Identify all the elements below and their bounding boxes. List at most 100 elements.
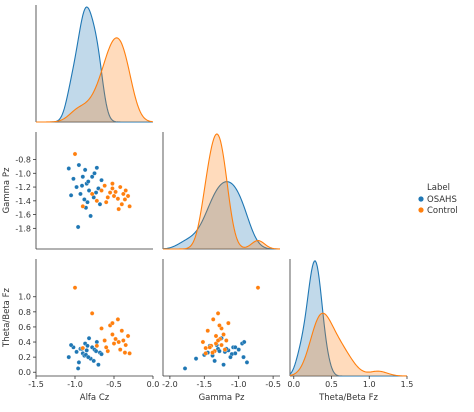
scatter-point-osahs: [193, 356, 199, 361]
x-axis-label: Theta/Beta Fz: [318, 393, 378, 403]
scatter-point-control: [219, 342, 224, 348]
scatter-point-osahs: [84, 348, 89, 353]
y-tick-label: 0.0: [18, 368, 31, 377]
scatter-point-osahs: [241, 339, 247, 345]
scatter-point-osahs: [85, 199, 90, 205]
scatter-point-osahs: [86, 336, 92, 341]
x-tick-label: 0.5: [325, 380, 338, 389]
x-tick-label: -0.5: [106, 380, 122, 389]
kde-fill-osahs: [163, 181, 280, 249]
y-axis-label: Theta/Beta Fz: [2, 288, 12, 348]
scatter-point-control: [113, 336, 118, 342]
kde-line-osahs: [289, 260, 407, 377]
kde-fill-osahs: [36, 7, 153, 122]
scatter-point-osahs: [94, 165, 100, 171]
scatter-point-control: [94, 198, 100, 204]
scatter-point-control: [94, 343, 100, 349]
scatter-point-control: [205, 328, 210, 333]
y-tick-label: 0.8: [18, 308, 31, 317]
scatter-point-osahs: [93, 190, 99, 195]
scatter-point-osahs: [228, 354, 233, 360]
scatter-point-control: [127, 204, 132, 209]
legend-marker-control: [418, 207, 424, 213]
scatter-point-osahs: [236, 347, 241, 352]
scatter-point-osahs: [82, 167, 88, 173]
scatter-point-osahs: [99, 177, 104, 183]
scatter-point-osahs: [96, 362, 101, 367]
scatter-point-control: [110, 186, 115, 191]
scatter-point-control: [72, 285, 78, 290]
scatter-point-osahs: [233, 345, 238, 350]
scatter-point-control: [80, 204, 86, 209]
y-axis-label: Gamma Pz: [2, 167, 12, 213]
scatter-point-control: [224, 338, 229, 343]
scatter-point-osahs: [78, 191, 83, 197]
scatter-point-control: [210, 350, 215, 355]
scatter-point-control: [119, 328, 125, 333]
scatter-point-osahs: [89, 174, 95, 179]
kde-line-osahs: [162, 181, 280, 250]
scatter-point-control: [102, 183, 107, 188]
scatter-point-osahs: [88, 213, 93, 219]
legend-label-control: Control: [427, 206, 458, 216]
scatter-point-control: [111, 193, 117, 199]
x-axis-label: Gamma Pz: [199, 393, 245, 403]
x-tick-label: 0.0: [147, 380, 160, 389]
legend-marker-osahs: [418, 196, 424, 202]
scatter-point-osahs: [182, 366, 188, 371]
y-tick-label: -1.4: [15, 197, 31, 206]
scatter-point-control: [127, 351, 132, 356]
scatter-point-control: [125, 193, 131, 199]
scatter-point-osahs: [212, 358, 217, 364]
scatter-point-control: [99, 326, 104, 331]
y-tick-label: 0.2: [18, 353, 31, 362]
scatter-point-osahs: [75, 224, 81, 230]
y-tick-label: -1.8: [15, 224, 31, 233]
kde-fill-control: [36, 37, 153, 122]
scatter-point-osahs: [241, 354, 246, 360]
ticks-layer: -1.5 -1.0 -0.5 0.0 -2.0 -1.5 -1.0 -0.5 0.0 0.5 1.0…: [15, 156, 413, 389]
scatter-point-control: [215, 311, 221, 316]
y-tick-label: 0.4: [18, 338, 31, 347]
scatter-point-control: [89, 191, 95, 197]
scatter-point-control: [255, 285, 261, 290]
scatter-point-osahs: [80, 174, 86, 179]
kde-line-control: [289, 312, 408, 377]
scatter-point-osahs: [97, 202, 103, 207]
y-tick-label: 1.0: [18, 293, 31, 302]
scatter-point-osahs: [94, 339, 100, 345]
scatter-point-osahs: [217, 348, 222, 354]
scatter-point-osahs: [79, 183, 85, 188]
scatter-point-osahs: [66, 166, 72, 171]
scatter-point-control: [222, 347, 228, 352]
scatter-point-control: [117, 184, 123, 190]
x-tick-label: 1.5: [401, 380, 414, 389]
scatter-point-control: [115, 196, 121, 202]
scatter-point-control: [72, 151, 78, 157]
x-tick-label: -1.5: [196, 380, 212, 389]
scatter-point-osahs: [99, 351, 104, 357]
scatter-point-control: [217, 323, 222, 328]
kde-fill-control: [163, 134, 280, 249]
x-tick-label: 0.0: [287, 380, 300, 389]
x-tick-label: -1.5: [28, 380, 44, 389]
legend-label-osahs: OSAHS: [427, 195, 457, 205]
scatter-point-control: [207, 345, 213, 350]
scatter-point-control: [103, 199, 109, 205]
scatter-point-control: [123, 342, 128, 348]
scatter-point-control: [99, 188, 104, 193]
scatter-point-control: [113, 189, 118, 195]
scatter-point-control: [121, 338, 126, 343]
kde-line-control: [163, 133, 281, 250]
scatter-point-osahs: [66, 354, 72, 360]
scatter-point-osahs: [74, 184, 79, 190]
scatter-point-control: [107, 190, 113, 195]
x-axis-label: Alfa Cz: [80, 393, 110, 403]
legend-title: Label: [427, 183, 450, 193]
y-tick-label: -0.8: [15, 156, 31, 165]
scatter-point-control: [119, 202, 125, 207]
scatter-point-control: [116, 339, 121, 345]
scatter-point-control: [110, 320, 115, 326]
